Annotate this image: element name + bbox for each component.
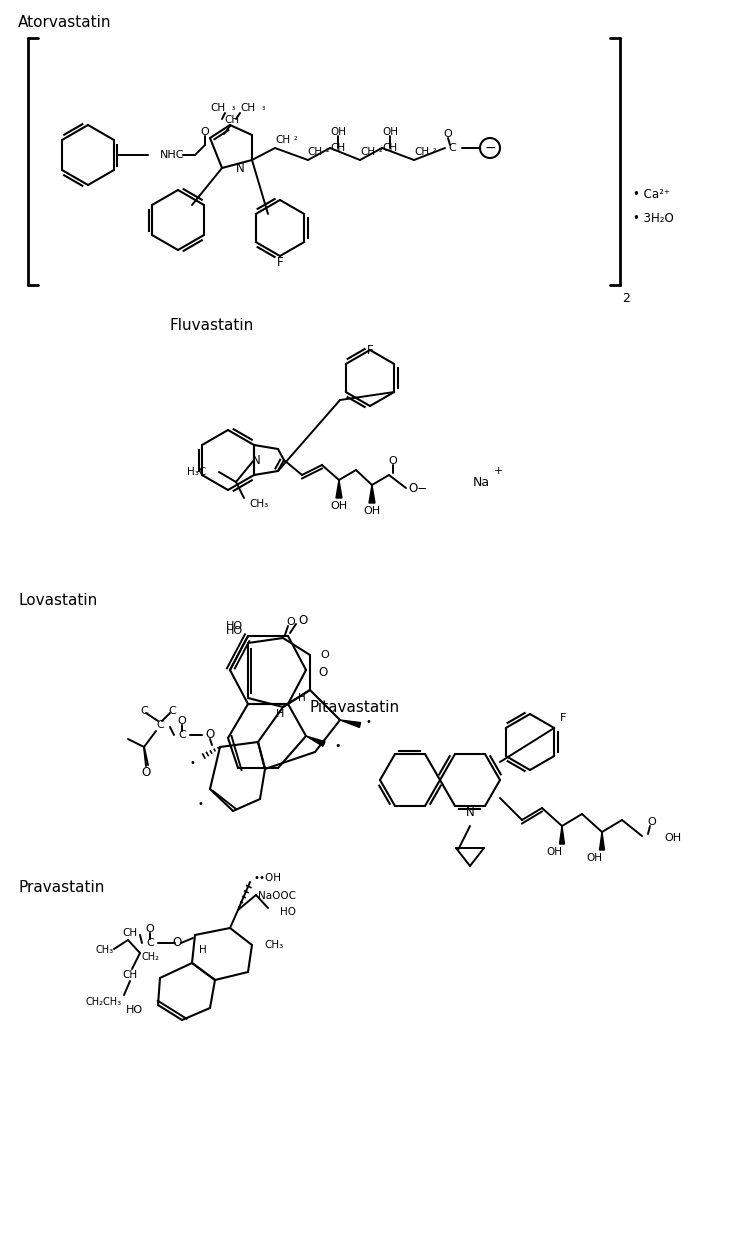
Text: CH: CH: [382, 143, 398, 153]
Text: O: O: [298, 614, 308, 626]
Text: ₃: ₃: [232, 104, 235, 112]
Text: Na: Na: [473, 477, 490, 489]
Text: C: C: [140, 706, 148, 716]
Text: OH: OH: [586, 853, 602, 863]
Text: F: F: [560, 713, 567, 722]
Polygon shape: [369, 485, 375, 503]
Text: • Ca²⁺: • Ca²⁺: [633, 189, 670, 201]
Text: OH: OH: [363, 506, 381, 516]
Text: HO: HO: [280, 906, 296, 918]
Text: N: N: [251, 453, 260, 467]
Text: O: O: [146, 924, 154, 934]
Text: O: O: [173, 936, 182, 950]
Text: CH: CH: [210, 103, 226, 112]
Text: •: •: [334, 741, 340, 751]
Text: O: O: [201, 127, 209, 137]
Text: Atorvastatin: Atorvastatin: [18, 15, 112, 30]
Text: HO: HO: [226, 621, 243, 631]
Text: CH₂CH₃: CH₂CH₃: [86, 997, 122, 1007]
Text: C: C: [448, 143, 456, 153]
Text: H₃C: H₃C: [187, 467, 206, 477]
Text: Pravastatin: Pravastatin: [18, 881, 104, 895]
Text: H: H: [298, 693, 306, 703]
Text: ₂: ₂: [379, 146, 383, 154]
Text: N: N: [236, 162, 244, 174]
Text: CH: CH: [123, 969, 137, 981]
Text: Lovastatin: Lovastatin: [18, 593, 97, 608]
Text: CH: CH: [360, 147, 376, 157]
Polygon shape: [340, 720, 361, 727]
Text: O: O: [389, 456, 398, 466]
Text: OH: OH: [330, 127, 346, 137]
Text: CH: CH: [276, 135, 290, 144]
Text: F: F: [276, 256, 283, 268]
Text: −: −: [484, 141, 496, 156]
Text: NaOOC: NaOOC: [258, 890, 296, 902]
Text: Pitavastatin: Pitavastatin: [310, 700, 400, 715]
Text: OH: OH: [546, 847, 562, 857]
Text: •: •: [189, 758, 195, 768]
Polygon shape: [306, 736, 325, 746]
Text: CH: CH: [307, 147, 323, 157]
Text: HO: HO: [226, 626, 243, 636]
Text: OH: OH: [382, 127, 398, 137]
Text: NHC: NHC: [160, 149, 184, 161]
Text: O: O: [648, 818, 656, 827]
Text: ₂: ₂: [294, 133, 298, 142]
Text: H: H: [276, 709, 284, 719]
Text: ₃: ₃: [262, 104, 265, 112]
Text: O: O: [320, 650, 329, 659]
Text: O: O: [318, 666, 327, 678]
Text: O−: O−: [409, 482, 428, 494]
Text: +: +: [493, 466, 503, 475]
Text: HO: HO: [126, 1005, 143, 1015]
Text: OH: OH: [331, 501, 348, 511]
Text: 2: 2: [622, 291, 630, 305]
Text: Fluvastatin: Fluvastatin: [170, 317, 254, 333]
Text: •: •: [365, 718, 371, 727]
Polygon shape: [600, 832, 604, 850]
Text: • 3H₂O: • 3H₂O: [633, 211, 674, 225]
Text: C: C: [178, 730, 186, 740]
Text: CH: CH: [415, 147, 429, 157]
Text: CH₃: CH₃: [96, 945, 114, 955]
Polygon shape: [559, 826, 564, 844]
Text: CH: CH: [240, 103, 256, 112]
Text: CH₃: CH₃: [264, 940, 283, 950]
Text: CH: CH: [224, 115, 240, 125]
Text: C: C: [168, 706, 176, 716]
Polygon shape: [336, 480, 342, 498]
Text: CH₂: CH₂: [142, 952, 160, 962]
Text: ••OH: ••OH: [254, 873, 282, 883]
Text: ₂: ₂: [433, 146, 437, 154]
Text: C: C: [156, 720, 164, 730]
Text: O: O: [205, 729, 215, 741]
Text: O: O: [444, 128, 452, 140]
Text: O: O: [178, 716, 187, 726]
Text: H: H: [199, 945, 207, 955]
Text: O: O: [287, 618, 295, 627]
Text: F: F: [367, 343, 373, 357]
Text: CH: CH: [123, 927, 137, 939]
Text: C: C: [146, 939, 154, 948]
Text: CH: CH: [331, 143, 345, 153]
Text: OH: OH: [664, 832, 681, 844]
Text: N: N: [466, 805, 474, 819]
Text: CH₃: CH₃: [249, 499, 268, 509]
Text: O: O: [141, 766, 151, 778]
Text: ₂: ₂: [326, 146, 329, 154]
Text: •: •: [197, 799, 203, 809]
